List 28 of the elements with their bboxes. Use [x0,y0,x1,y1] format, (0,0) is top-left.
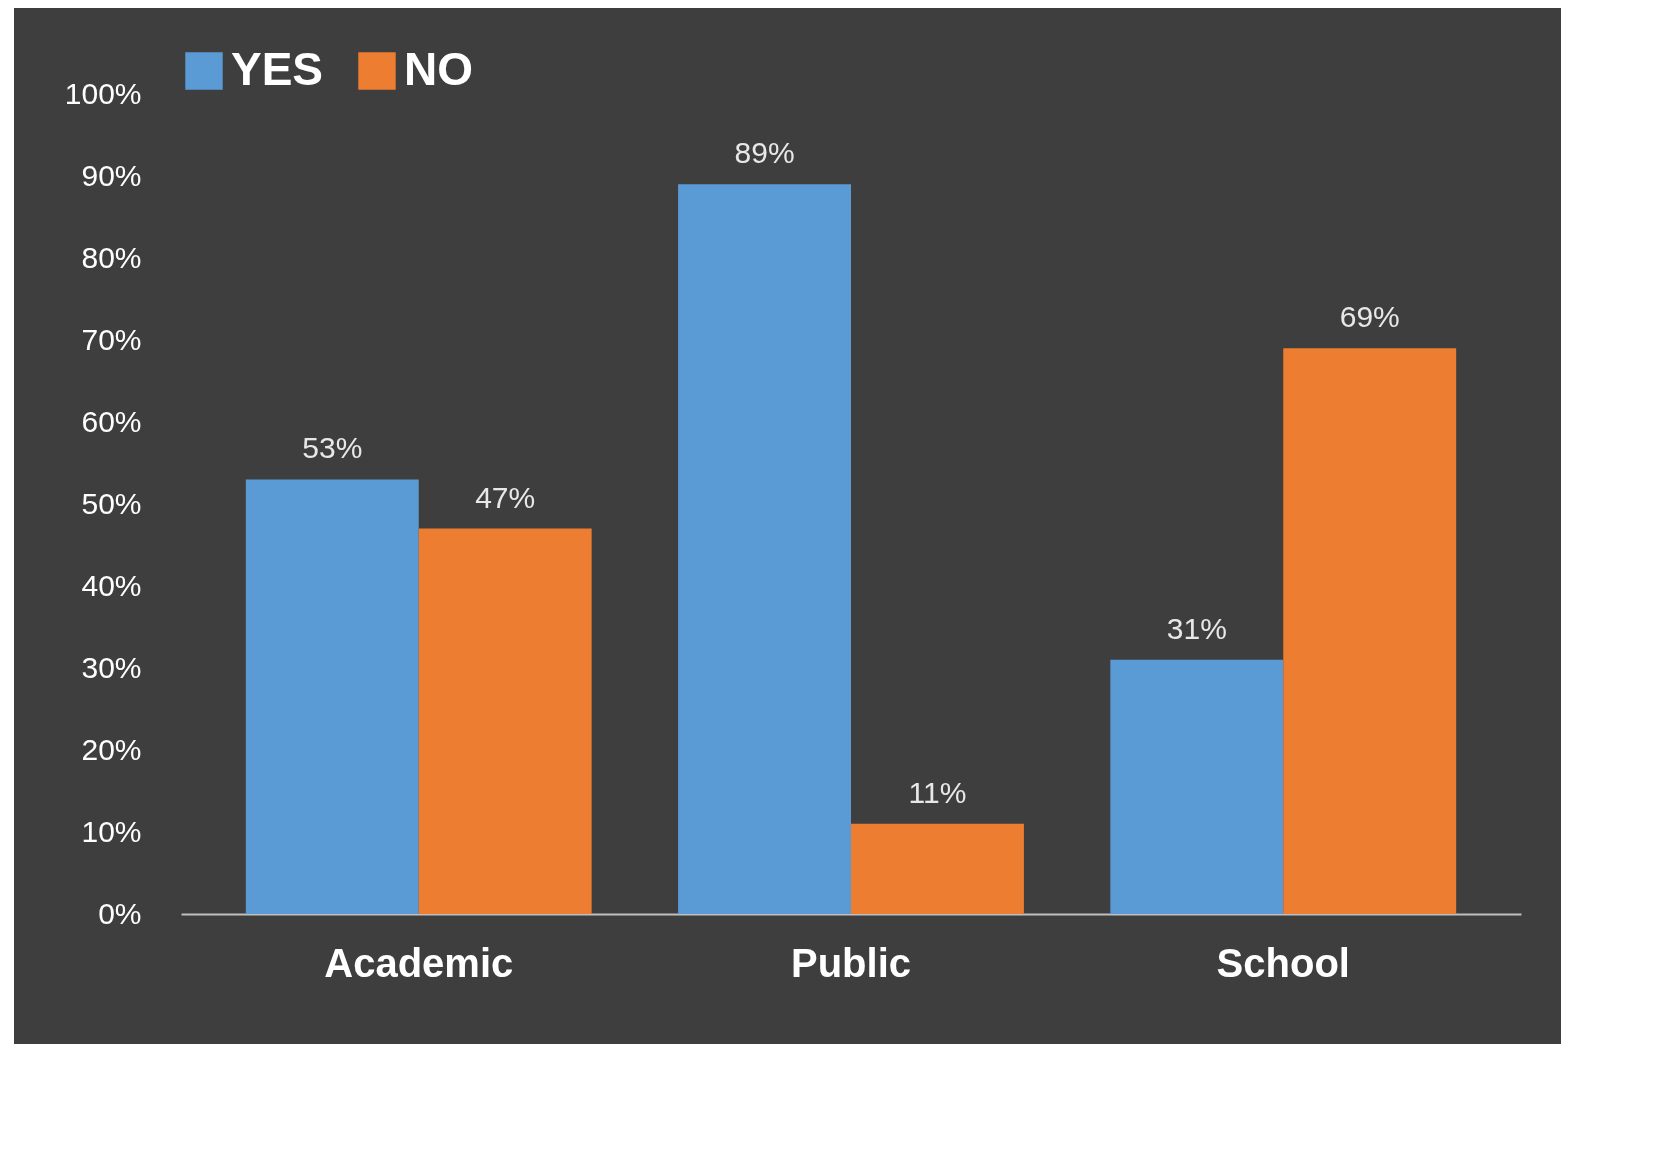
bar [245,479,419,914]
y-tick-label: 100% [64,76,142,110]
x-tick-label: Academic [324,940,514,985]
y-tick-label: 60% [81,404,142,438]
bar [678,184,851,914]
bar [1110,659,1284,914]
bar [1283,348,1457,914]
x-tick-label: School [1216,940,1350,985]
y-tick-label: 90% [81,158,142,192]
y-tick-label: 50% [81,486,142,520]
y-tick-label: 20% [81,732,142,766]
legend-label: YES [231,43,324,95]
legend-label: NO [404,43,473,95]
data-label: 89% [734,136,795,170]
data-label: 69% [1339,300,1400,334]
bar [418,528,592,914]
y-tick-label: 70% [81,322,142,356]
data-label: 31% [1166,611,1227,645]
x-tick-label: Public [790,940,912,985]
y-tick-label: 80% [81,240,142,274]
y-tick-label: 40% [81,568,142,602]
data-label: 47% [475,480,536,514]
data-label: 53% [302,431,363,465]
data-label: 11% [908,775,967,809]
y-tick-label: 0% [98,896,142,930]
bar [851,823,1024,914]
y-tick-label: 10% [81,814,142,848]
y-tick-label: 30% [81,650,142,684]
